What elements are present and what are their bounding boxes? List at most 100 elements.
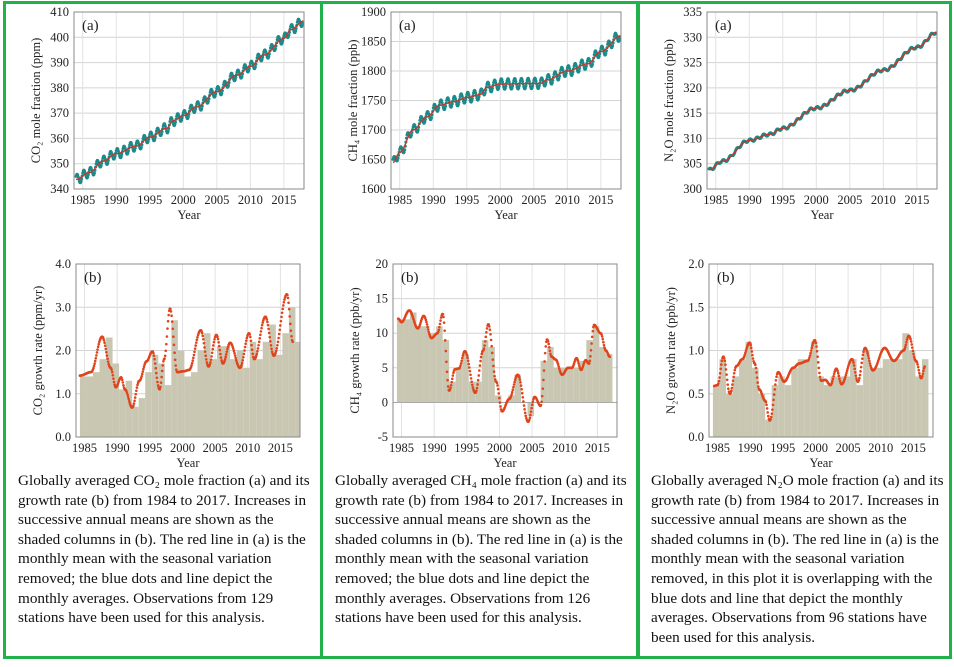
growth-rate-dot <box>103 344 107 347</box>
growth-rate-dot <box>169 310 173 313</box>
growth-rate-dot <box>469 377 473 380</box>
growth-rate-dot <box>521 396 525 399</box>
growth-rate-dot <box>859 365 863 369</box>
growth-rate-dot <box>173 358 177 362</box>
growth-rate-dot <box>577 362 580 365</box>
growth-rate-dot <box>96 348 99 351</box>
growth-rate-dot <box>281 307 284 311</box>
growth-rate-dot <box>102 339 106 342</box>
growth-bar <box>804 359 811 437</box>
growth-rate-dot <box>765 403 768 407</box>
growth-rate-dot <box>216 337 220 341</box>
monthly-average-dot <box>584 64 588 68</box>
growth-rate-dot <box>916 365 920 369</box>
growth-rate-dot <box>477 374 481 377</box>
growth-rate-dot <box>154 366 158 370</box>
monthly-average-dot <box>558 74 562 78</box>
growth-rate-dot <box>276 343 279 347</box>
growth-rate-dot <box>815 345 818 348</box>
growth-rate-dot <box>449 386 452 390</box>
monthly-average-dot <box>511 84 515 88</box>
growth-rate-dot <box>234 356 237 360</box>
growth-rate-dot <box>254 354 258 358</box>
monthly-average-dot <box>222 83 226 87</box>
growth-bar <box>119 389 126 437</box>
monthly-average-dot <box>86 173 90 177</box>
growth-bar <box>784 385 792 437</box>
monthly-average-dot <box>268 46 272 50</box>
panel-label: (a) <box>82 18 99 34</box>
y-tick-label: 1800 <box>361 64 386 78</box>
monthly-average-dot <box>430 116 434 120</box>
x-tick-label: 1985 <box>703 193 728 207</box>
growth-rate-dot <box>744 351 747 355</box>
growth-rate-dot <box>201 334 205 338</box>
growth-rate-dot <box>261 321 265 324</box>
growth-rate-dot <box>202 341 206 345</box>
growth-rate-dot <box>260 323 264 327</box>
growth-bar <box>592 326 600 403</box>
monthly-average-dot <box>490 89 494 93</box>
growth-rate-dot <box>105 350 108 354</box>
monthly-average-dot <box>601 47 605 51</box>
growth-rate-dot <box>903 345 907 349</box>
monthly-average-dot <box>133 146 137 150</box>
growth-bar <box>566 367 574 403</box>
growth-rate-dot <box>110 368 113 371</box>
monthly-average-dot <box>521 79 525 83</box>
monthly-average-dot <box>514 80 518 84</box>
growth-rate-dot <box>287 307 291 311</box>
growth-rate-dot <box>845 371 848 375</box>
monthly-average-dot <box>261 55 265 59</box>
monthly-average-dot <box>537 84 541 88</box>
growth-bar <box>217 346 224 437</box>
growth-rate-dot <box>232 347 235 351</box>
growth-rate-dot <box>112 377 115 380</box>
growth-rate-dot <box>290 334 293 338</box>
growth-rate-dot <box>590 342 593 345</box>
monthly-average-dot <box>470 97 474 101</box>
growth-bar <box>540 360 548 403</box>
growth-rate-dot <box>855 377 858 380</box>
growth-rate-dot <box>916 363 919 366</box>
growth-rate-dot <box>279 324 282 327</box>
growth-rate-dot <box>257 343 260 347</box>
growth-rate-dot <box>93 359 97 363</box>
growth-bar <box>403 319 410 403</box>
growth-rate-dot <box>522 400 525 403</box>
y-tick-label: 4.0 <box>55 257 71 271</box>
growth-bar <box>712 385 720 437</box>
y-tick-label: 1900 <box>361 5 386 19</box>
growth-rate-dot <box>244 339 248 342</box>
growth-rate-dot <box>269 340 272 343</box>
growth-rate-dot <box>912 355 916 358</box>
growth-rate-dot <box>441 312 445 316</box>
x-tick-label: 2000 <box>171 193 196 207</box>
growth-rate-dot <box>425 323 429 326</box>
growth-bar <box>177 350 185 437</box>
growth-rate-dot <box>814 341 818 345</box>
growth-rate-dot <box>852 361 855 364</box>
growth-bar <box>106 337 113 437</box>
growth-bar <box>745 341 753 437</box>
growth-rate-dot <box>911 349 915 353</box>
growth-rate-dot <box>511 388 515 392</box>
growth-rate-dot <box>512 383 516 386</box>
monthly-average-dot <box>94 162 98 166</box>
growth-rate-dot <box>547 342 550 346</box>
monthly-average-dot <box>180 116 184 120</box>
growth-rate-dot <box>216 335 219 338</box>
growth-rate-dot <box>732 371 736 375</box>
growth-bar <box>164 385 172 437</box>
growth-rate-dot <box>843 375 847 379</box>
x-tick-label: 1990 <box>738 441 763 455</box>
monthly-average-dot <box>247 67 251 71</box>
growth-rate-dot <box>722 356 726 360</box>
growth-bar <box>915 376 922 437</box>
growth-bar <box>507 395 515 403</box>
growth-rate-dot <box>166 327 169 330</box>
x-tick-label: 1995 <box>770 193 795 207</box>
growth-bar <box>882 359 890 437</box>
growth-rate-dot <box>520 387 523 391</box>
growth-rate-dot <box>732 375 735 379</box>
